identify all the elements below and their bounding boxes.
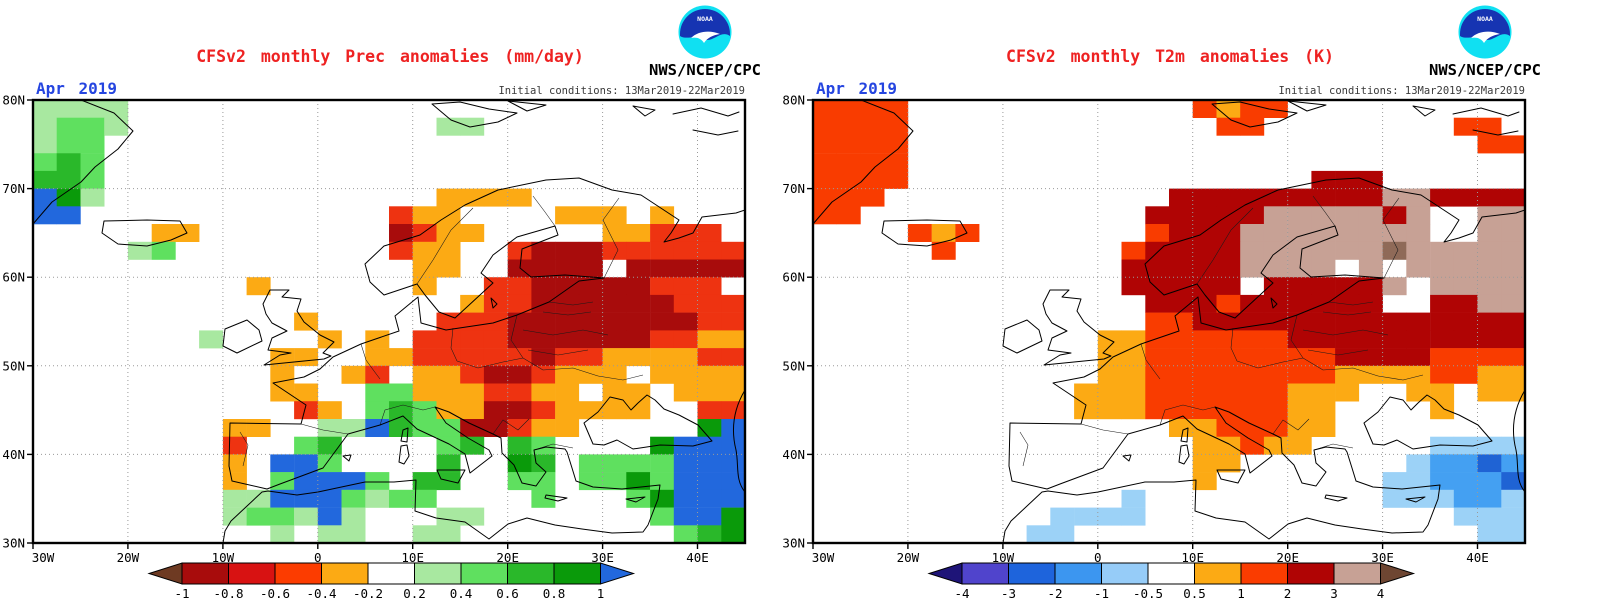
x-tick-label: 30E [1371,550,1394,565]
t2m-map-plot: 80N 70N 60N 50N 40N 30N 30W 20W 10W 0 10E 20E 30E 40E… [782,93,1527,601]
colorbar-above-arrow [1380,562,1416,585]
y-tick-label: 40N [2,447,25,462]
y-tick-label: 50N [782,358,805,373]
y-tick-label: 40N [782,447,805,462]
agency-label: NWS/NCEP/CPC [649,61,761,79]
x-tick-label: 30W [812,550,835,565]
colorbar-tick-label: -0.8 [213,586,243,601]
colorbar-tick-label: -0.5 [1133,586,1163,601]
noaa-logo-icon: NOAA [678,5,732,59]
x-tick-label: 10W [212,550,235,565]
forecast-month-label: Apr 2019 [36,79,118,98]
colorbar-legend: -4 -3 -2 -1 -0.5 0.5 1 2 3 4 [927,562,1416,601]
coastlines [813,100,1525,543]
y-tick-label: 30N [2,536,25,551]
country-borders [239,195,644,467]
y-tick-label: 80N [2,93,25,108]
x-tick-label: 10E [1181,550,1204,565]
map-area [33,100,745,543]
prec-map-plot: 80N 70N 60N 50N 40N 30N 30W 20W 10W 0 10E 20E 30E 40E… [2,93,747,601]
x-tick-label: 40E [1466,550,1489,565]
anomaly-cells [33,100,745,543]
initial-conditions-label: Initial conditions: 13Mar2019-22Mar2019 [498,85,745,97]
noaa-logo-sky [680,9,730,41]
x-tick-label: 10W [992,550,1015,565]
colorbar-tick-label: 0.8 [543,586,566,601]
noaa-logo-gull-icon [1471,31,1500,43]
x-tick-label: 30E [591,550,614,565]
map-frame [31,98,747,545]
y-tick-label: 60N [782,270,805,285]
colorbar-tick-label: -0.2 [353,586,383,601]
x-tick-label: 0 [1094,550,1102,565]
noaa-logo: NOAA [677,4,733,60]
noaa-logo-icon: NOAA [1458,5,1512,59]
x-tick-label: 30W [32,550,55,565]
colorbar-tick-label: 2 [1284,586,1292,601]
colorbar-tick-label: 1 [1237,586,1245,601]
t2m-anomaly-panel: 80N 70N 60N 50N 40N 30N 30W 20W 10W 0 10E 20E 30E 40E… [780,0,1560,610]
x-tick-label: 0 [314,550,322,565]
coastlines [33,100,745,543]
colorbar-tick-label: 3 [1330,586,1338,601]
x-tick-label: 20E [496,550,519,565]
y-tick-label: 70N [2,181,25,196]
colorbar-tick-label: 0.6 [496,586,519,601]
lat-lon-gridlines [813,100,1525,543]
axes: 80N 70N 60N 50N 40N 30N 30W 20W 10W 0 10E 20E 30E 40E [782,93,1488,566]
colorbar-below-arrow [147,562,183,585]
noaa-logo-text: NOAA [697,15,713,23]
x-tick-label: 20W [117,550,140,565]
map-area [813,100,1525,543]
colorbar-tick-label: 4 [1377,586,1385,601]
noaa-logo-sky [1460,9,1510,41]
colorbar-tick-label: 0.4 [450,586,473,601]
colorbar-above-arrow [600,562,636,585]
initial-conditions-label: Initial conditions: 13Mar2019-22Mar2019 [1278,85,1525,97]
axes: 80N 70N 60N 50N 40N 30N 30W 20W 10W 0 10E 20E 30E 40E [2,93,708,566]
y-tick-label: 60N [2,270,25,285]
x-tick-label: 20W [897,550,920,565]
colorbar-tick-label: -3 [1001,586,1016,601]
x-tick-label: 20E [1276,550,1299,565]
colorbar-tick-label: 1 [597,586,605,601]
forecast-month-label: Apr 2019 [816,79,898,98]
colorbar-tick-label: -0.6 [260,586,290,601]
y-tick-label: 70N [782,181,805,196]
country-borders [1019,195,1424,467]
colorbar-tick-label: -0.4 [306,586,336,601]
colorbar-tick-label: 0.2 [403,586,426,601]
y-tick-label: 30N [782,536,805,551]
x-tick-label: 40E [686,550,709,565]
panel-title: CFSv2 monthly Prec anomalies (mm/day) [196,47,584,66]
colorbar-tick-label: -1 [174,586,189,601]
colorbar-tick-label: -2 [1047,586,1062,601]
y-tick-label: 50N [2,358,25,373]
colorbar-below-arrow [927,562,963,585]
noaa-logo: NOAA [1457,4,1513,60]
prec-anomaly-panel: 80N 70N 60N 50N 40N 30N 30W 20W 10W 0 10E 20E 30E 40E… [0,0,780,610]
panel-title: CFSv2 monthly T2m anomalies (K) [1006,47,1334,66]
noaa-logo-gull-icon [691,31,720,43]
x-tick-label: 10E [401,550,424,565]
agency-label: NWS/NCEP/CPC [1429,61,1541,79]
map-frame [811,98,1527,545]
noaa-logo-text: NOAA [1477,15,1493,23]
y-tick-label: 80N [782,93,805,108]
lat-lon-gridlines [33,100,745,543]
anomaly-cells [813,100,1525,543]
colorbar-legend: -1 -0.8 -0.6 -0.4 -0.2 0.2 0.4 0.6 0.8 1 [147,562,636,601]
colorbar-tick-label: -1 [1094,586,1109,601]
colorbar-tick-label: 0.5 [1183,586,1206,601]
colorbar-tick-label: -4 [954,586,969,601]
